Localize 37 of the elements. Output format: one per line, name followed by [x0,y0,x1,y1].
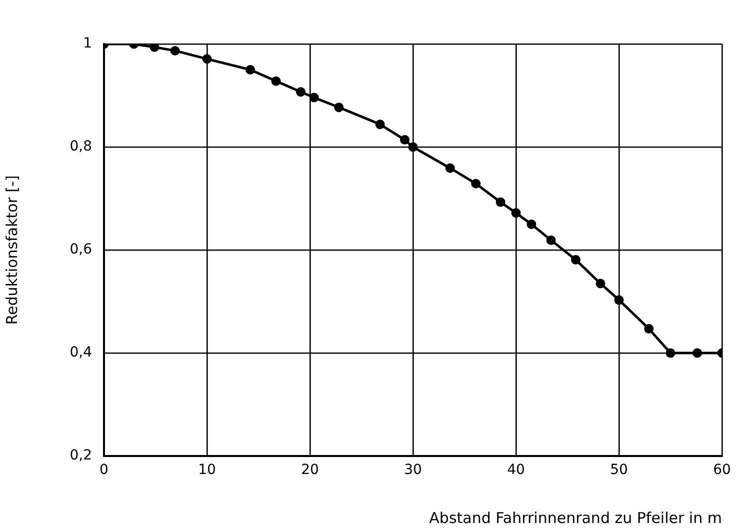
point [309,92,319,102]
x-tick-label: 40 [507,462,525,478]
x-tick-label: 30 [404,462,422,478]
y-axis-title: Reduktionsfaktor [-] [2,175,21,325]
point [692,348,702,358]
point [496,197,506,207]
y-tick-label: 1 [83,36,92,52]
point [445,163,455,173]
x-tick-label: 50 [610,462,628,478]
y-tick-label: 0,4 [70,344,92,361]
point [526,220,536,229]
point [296,87,306,97]
point [408,142,418,152]
point [546,235,556,245]
point [150,44,160,52]
point [202,54,212,64]
point [246,65,256,74]
y-tick-label: 0,2 [70,448,92,464]
point [375,120,385,130]
x-tick-label: 60 [713,462,731,478]
point [170,46,180,56]
point [334,102,344,112]
x-tick-label: 0 [100,462,108,478]
y-tick-label: 0,8 [70,138,92,155]
point [271,76,281,86]
y-tick-label: 0,6 [70,242,92,258]
point [471,178,481,188]
x-tick-label: 10 [198,462,216,478]
point [666,348,676,358]
point [644,324,654,334]
point [570,255,580,265]
point [614,295,624,305]
x-tick-label: 20 [301,462,319,478]
point [511,208,521,218]
point [400,135,410,145]
point [596,278,606,288]
x-axis-title: Abstand Fahrrinnenrand zu Pfeiler in m [429,508,722,527]
